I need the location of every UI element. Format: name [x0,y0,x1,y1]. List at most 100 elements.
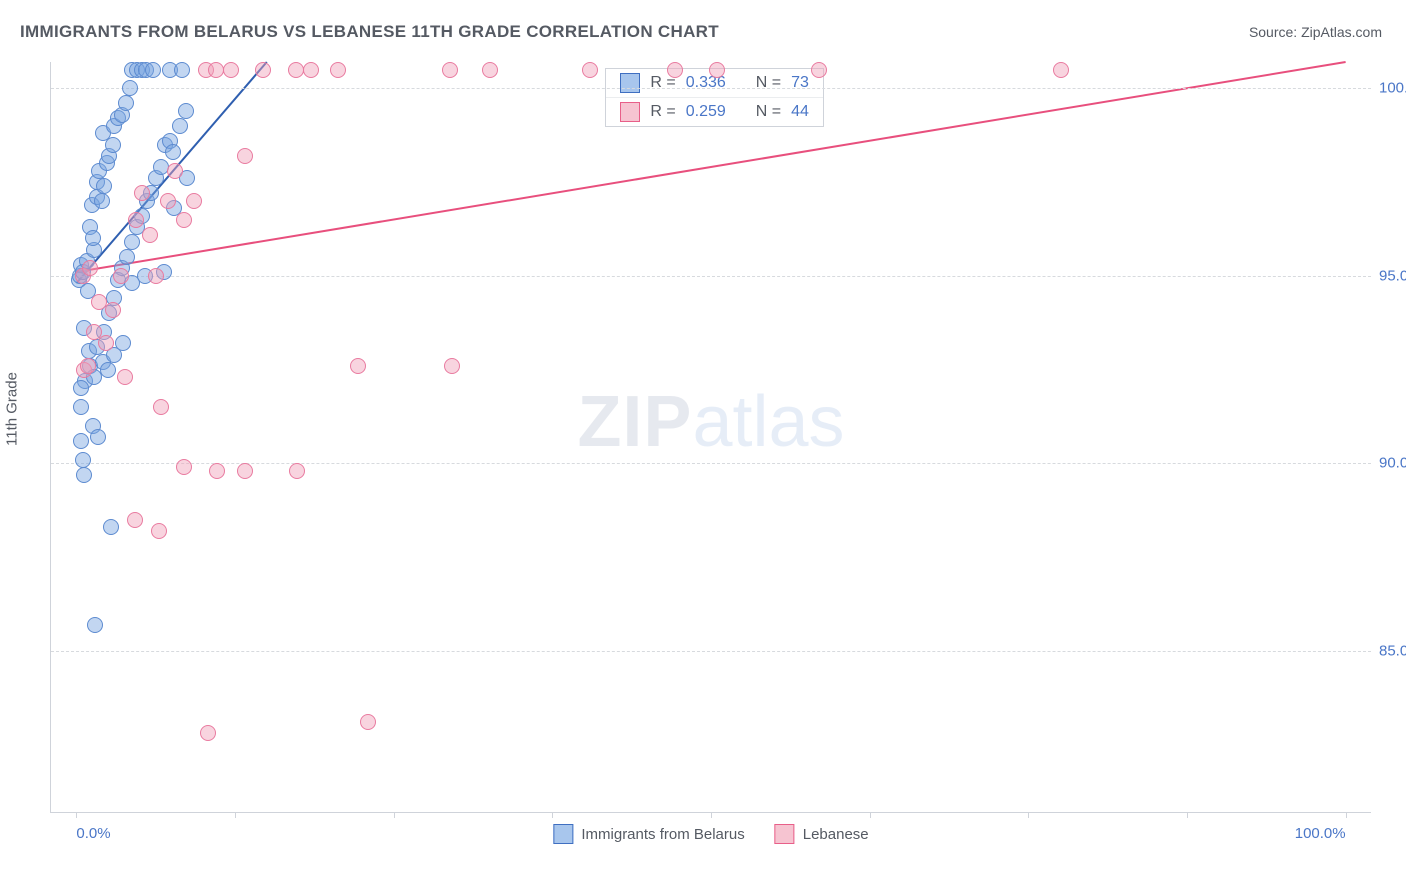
scatter-point [709,62,725,78]
scatter-point [142,227,158,243]
chart-container: IMMIGRANTS FROM BELARUS VS LEBANESE 11TH… [0,0,1406,892]
scatter-point [223,62,239,78]
x-tick [1028,812,1029,818]
x-tick-label: 100.0% [1295,825,1346,842]
legend-swatch [620,102,640,122]
scatter-point [94,193,110,209]
scatter-point [96,178,112,194]
scatter-point [75,452,91,468]
scatter-point [86,324,102,340]
scatter-point [237,463,253,479]
scatter-point [118,95,134,111]
legend-label: Immigrants from Belarus [581,826,744,843]
x-tick [711,812,712,818]
gridline [51,651,1371,652]
watermark: ZIPatlas [577,381,844,463]
scatter-point [237,148,253,164]
scatter-point [582,62,598,78]
scatter-point [153,399,169,415]
x-tick [76,812,77,818]
scatter-point [87,617,103,633]
scatter-point [73,380,89,396]
legend-swatch [775,824,795,844]
legend-swatch [620,73,640,93]
scatter-point [178,103,194,119]
scatter-point [289,463,305,479]
scatter-point [360,714,376,730]
x-tick-label: 0.0% [76,825,110,842]
x-tick [1346,812,1347,818]
scatter-point [172,118,188,134]
scatter-point [288,62,304,78]
y-axis-label: 11th Grade [4,372,21,446]
scatter-point [145,62,161,78]
scatter-point [444,358,460,374]
scatter-point [350,358,366,374]
scatter-point [151,523,167,539]
scatter-point [148,268,164,284]
scatter-point [330,62,346,78]
scatter-point [167,163,183,179]
scatter-point [165,144,181,160]
scatter-point [82,260,98,276]
chart-title: IMMIGRANTS FROM BELARUS VS LEBANESE 11TH… [20,22,719,42]
scatter-point [124,234,140,250]
trend-lines [51,62,1371,812]
gridline [51,88,1371,89]
scatter-point [209,463,225,479]
scatter-point [174,62,190,78]
scatter-point [667,62,683,78]
scatter-point [85,230,101,246]
scatter-point [442,62,458,78]
x-tick [235,812,236,818]
watermark-atlas: atlas [692,382,844,462]
scatter-point [119,249,135,265]
x-tick [394,812,395,818]
scatter-point [303,62,319,78]
scatter-point [482,62,498,78]
n-label: N = [756,74,781,92]
legend-item: Lebanese [775,824,869,844]
n-value: 44 [791,103,809,121]
scatter-point [127,512,143,528]
scatter-point [73,433,89,449]
source-attribution: Source: ZipAtlas.com [1249,24,1382,40]
scatter-point [117,369,133,385]
y-tick-label: 95.0% [1379,267,1406,284]
plot-area: ZIPatlas R =0.336N =73R =0.259N =44 Immi… [50,62,1371,813]
scatter-point [73,399,89,415]
scatter-point [208,62,224,78]
scatter-point [122,80,138,96]
scatter-point [76,467,92,483]
scatter-point [113,268,129,284]
scatter-point [128,212,144,228]
x-tick [870,812,871,818]
r-label: R = [650,103,675,121]
y-tick-label: 100.0% [1379,80,1406,97]
x-tick [1187,812,1188,818]
scatter-point [134,185,150,201]
legend-swatch [553,824,573,844]
y-tick-label: 90.0% [1379,455,1406,472]
y-tick-label: 85.0% [1379,642,1406,659]
scatter-point [98,335,114,351]
scatter-point [1053,62,1069,78]
n-value: 73 [791,74,809,92]
scatter-point [105,302,121,318]
scatter-point [811,62,827,78]
scatter-point [103,519,119,535]
stats-legend-row: R =0.259N =44 [606,97,823,126]
watermark-zip: ZIP [577,382,692,462]
legend-item: Immigrants from Belarus [553,824,744,844]
series-legend: Immigrants from Belarus Lebanese [553,824,868,844]
gridline [51,276,1371,277]
n-label: N = [756,103,781,121]
x-tick [552,812,553,818]
scatter-point [176,459,192,475]
scatter-point [176,212,192,228]
scatter-point [90,429,106,445]
scatter-point [100,362,116,378]
scatter-point [115,335,131,351]
scatter-point [186,193,202,209]
legend-label: Lebanese [803,826,869,843]
